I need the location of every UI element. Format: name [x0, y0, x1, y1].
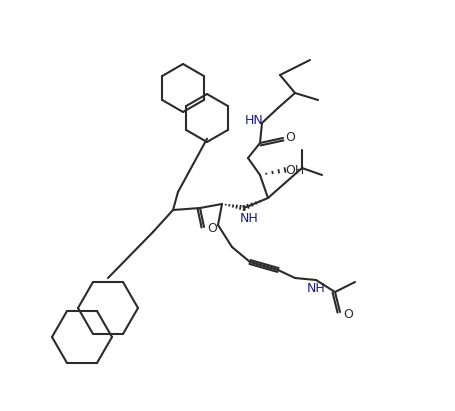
Text: HN: HN: [244, 113, 263, 127]
Text: O: O: [207, 222, 217, 235]
Text: O: O: [284, 131, 294, 143]
Text: OH: OH: [285, 164, 304, 176]
Text: O: O: [342, 307, 352, 321]
Text: NH: NH: [306, 282, 325, 295]
Text: NH: NH: [239, 212, 258, 224]
